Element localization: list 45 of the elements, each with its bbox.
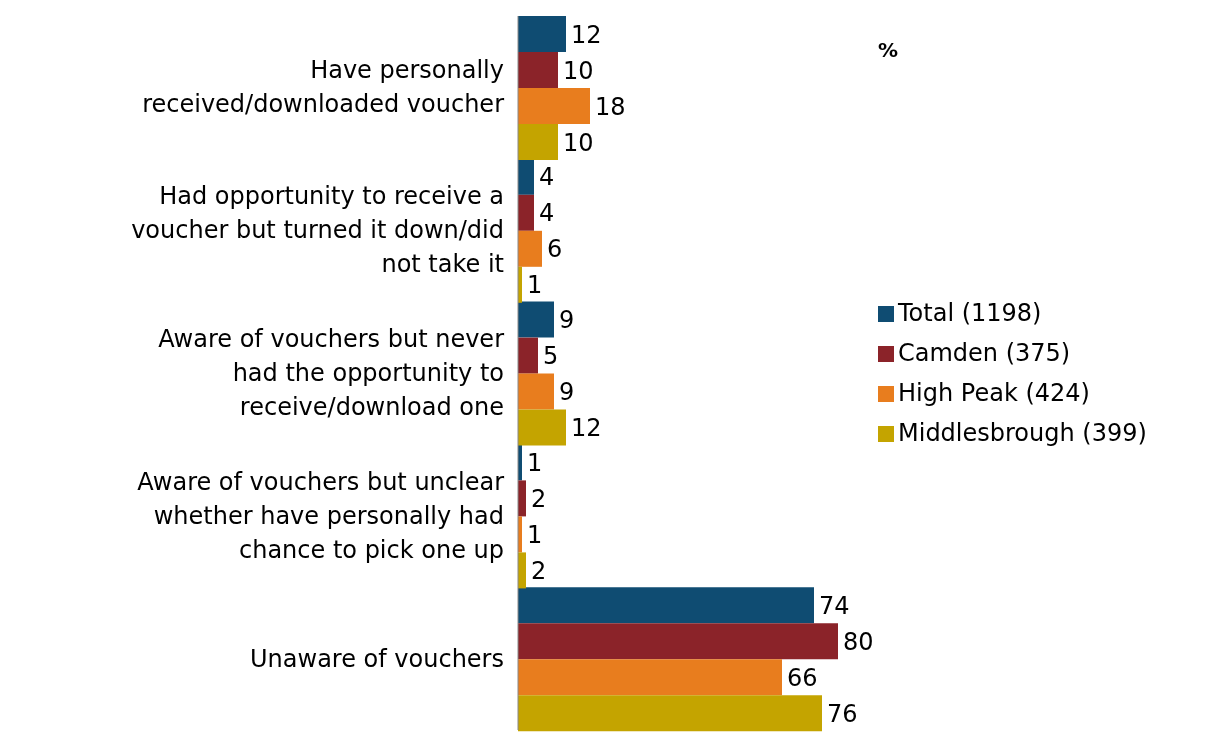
bar — [518, 337, 538, 374]
data-label: 66 — [787, 663, 818, 692]
data-label: 2 — [531, 556, 547, 585]
data-label: 9 — [559, 306, 575, 335]
bar — [518, 158, 534, 195]
bar — [518, 623, 838, 660]
data-label: 5 — [543, 342, 559, 371]
data-label: 4 — [539, 199, 555, 228]
bar — [518, 16, 566, 52]
legend-label: Total (1198) — [898, 299, 1042, 327]
legend-label: High Peak (424) — [898, 379, 1090, 407]
y-tick-label: Unaware of vouchers — [250, 644, 504, 673]
y-tick-label: Have personally received/downloaded voucher — [142, 56, 505, 119]
y-tick-label: Had opportunity to receive a voucher but turned it down/did not take it — [131, 182, 504, 279]
bar — [518, 695, 822, 732]
bar — [518, 88, 590, 124]
data-label: 80 — [843, 627, 874, 656]
data-label: 9 — [559, 378, 575, 407]
data-label: 18 — [595, 92, 626, 121]
y-tick-label: Aware of vouchers but never had the opportunity to receive/download one — [158, 325, 505, 421]
legend-label: Middlesbrough (399) — [898, 419, 1147, 447]
y-tick-label: Aware of vouchers but unclear whether have personally had chance to pick one up — [137, 467, 505, 564]
bar — [518, 230, 542, 267]
data-label: 4 — [539, 163, 555, 192]
bar — [518, 659, 782, 696]
data-label: 1 — [527, 520, 543, 549]
bar — [518, 52, 558, 88]
bar — [518, 194, 534, 231]
bar — [518, 373, 554, 410]
bar — [518, 409, 566, 446]
legend-label: Camden (375) — [898, 339, 1071, 367]
data-label: 6 — [547, 235, 563, 264]
data-label: 12 — [571, 20, 602, 49]
data-label: 1 — [527, 271, 543, 300]
bar — [518, 587, 814, 624]
data-label: 76 — [827, 699, 858, 728]
bar — [518, 301, 554, 338]
data-label: 74 — [819, 591, 850, 620]
text: % — [878, 38, 899, 62]
data-label: 10 — [563, 128, 594, 157]
data-label: 2 — [531, 484, 547, 513]
data-label: 1 — [527, 448, 543, 477]
data-label: 10 — [563, 56, 594, 85]
bar — [518, 124, 558, 160]
data-label: 12 — [571, 414, 602, 443]
